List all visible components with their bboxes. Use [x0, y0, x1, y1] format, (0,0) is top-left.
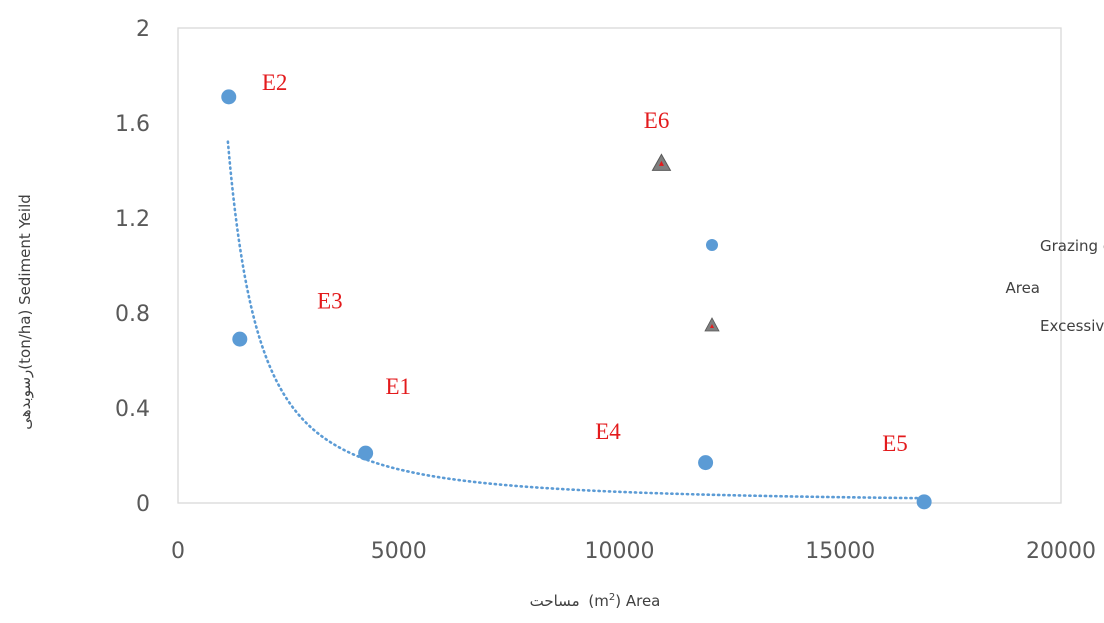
- legend-entry-grazing-exclosure: منطقه قرق شده– Grazing exclosure: [1040, 237, 1104, 255]
- x-axis-title-latin-end: ) Area: [615, 592, 660, 610]
- point-label-e1: E1: [386, 374, 412, 399]
- y-tick-label: 2: [136, 17, 150, 42]
- data-point-e3: [232, 331, 248, 347]
- x-tick-label: 10000: [585, 539, 655, 564]
- point-labels: E2 E3 E1 E4 E5 E6: [262, 70, 908, 456]
- point-label-e4: E4: [595, 419, 621, 444]
- x-tick-label: 0: [171, 539, 185, 564]
- x-tick-labels: 0 5000 10000 15000 20000: [171, 539, 1096, 564]
- y-tick-label: 0.8: [115, 302, 150, 327]
- legend: منطقه قرق شده– Grazing exclosure Area من…: [704, 237, 1104, 335]
- plot-area-border: [177, 27, 1062, 504]
- x-tick-label: 20000: [1026, 539, 1096, 564]
- x-tick-label: 5000: [371, 539, 427, 564]
- legend-marker-circle: [706, 239, 718, 251]
- data-point-e4: [698, 455, 714, 471]
- y-axis-title: رسوبدهی(ton/ha) Sediment Yeild: [16, 194, 34, 430]
- x-axis-title: مساحت (m2) Area: [530, 592, 661, 610]
- legend-entry-excessive-grazing: منطقه چرای آزاد–Excessive grazing: [1040, 317, 1104, 335]
- data-point-accent-e6: [658, 160, 664, 166]
- x-tick-label: 15000: [805, 539, 875, 564]
- y-tick-labels: 0 0.4 0.8 1.2 1.6 2: [115, 17, 150, 517]
- y-tick-label: 1.2: [115, 207, 150, 232]
- power-trendline: [226, 140, 926, 500]
- x-axis-title-superscript: 2: [609, 592, 615, 603]
- point-label-e5: E5: [882, 431, 908, 456]
- legend-entry-grazing-exclosure-line2: Area: [1005, 279, 1040, 297]
- point-label-e3: E3: [317, 288, 343, 313]
- data-point-e5: [916, 494, 932, 510]
- point-label-e2: E2: [262, 70, 288, 95]
- x-axis-title-persian: مساحت: [530, 592, 580, 610]
- data-points: [221, 89, 932, 510]
- legend-marker-triangle-accent: [710, 324, 714, 328]
- y-tick-label: 1.6: [115, 112, 150, 137]
- y-tick-label: 0: [136, 492, 150, 517]
- point-label-e6: E6: [644, 108, 670, 133]
- x-axis-title-latin: (m: [588, 592, 608, 610]
- trendline-group: [226, 140, 926, 500]
- data-point-e1: [358, 445, 374, 461]
- data-point-e2: [221, 89, 237, 105]
- y-tick-label: 0.4: [115, 397, 150, 422]
